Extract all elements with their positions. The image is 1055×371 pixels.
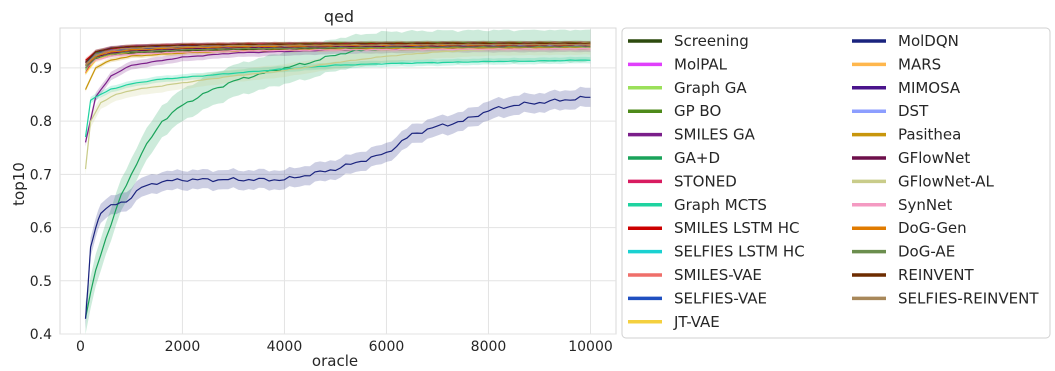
series-line: [84, 95, 591, 319]
legend: Screening MolPAL Graph GA GP BO SMILES GA GA+…: [621, 27, 1051, 339]
x-tick-label: 2000: [165, 339, 201, 355]
x-tick-label: 0: [76, 339, 85, 355]
x-tick-label: 4000: [267, 339, 303, 355]
y-tick-label: 0.7: [30, 167, 52, 183]
legend-item-label: GFlowNet: [898, 149, 970, 167]
y-tick-label: 0.8: [30, 114, 52, 130]
x-axis-label: oracle: [312, 352, 358, 370]
chart-title: qed: [324, 7, 354, 26]
legend-item-label: JT-VAE: [673, 313, 720, 331]
y-tick-label: 0.9: [30, 61, 52, 77]
grid-lines: [60, 28, 616, 335]
legend-item-label: Pasithea: [898, 126, 961, 144]
legend-item-label: MolPAL: [674, 55, 728, 73]
series-line: [85, 45, 591, 69]
series-band: [85, 86, 591, 329]
legend-item-label: STONED: [674, 172, 737, 190]
series-band: [85, 44, 591, 71]
x-tick-label: 6000: [369, 339, 405, 355]
legend-item-label: MolDQN: [898, 32, 959, 50]
y-tick-label: 0.4: [30, 327, 52, 343]
legend-item-label: SynNet: [898, 196, 952, 214]
legend-item-label: MIMOSA: [898, 79, 961, 97]
legend-item-label: DoG-Gen: [898, 219, 967, 237]
x-tick-labels: 0 2000 4000 6000 8000 10000: [76, 339, 613, 355]
series-line: [84, 46, 591, 90]
plot-area: [59, 27, 617, 335]
series-line: [85, 45, 591, 69]
legend-item-label: GFlowNet-AL: [898, 172, 995, 190]
series-line: [85, 42, 591, 63]
legend-item-label: REINVENT: [898, 266, 975, 284]
legend-item-label: SMILES-VAE: [674, 266, 762, 284]
legend-item-label: DoG-AE: [898, 243, 955, 261]
legend-box: [621, 27, 1051, 339]
legend-item-label: Graph MCTS: [674, 196, 767, 214]
series-band: [85, 45, 591, 68]
legend-item-label: SMILES LSTM HC: [674, 219, 800, 237]
series-lines: [84, 41, 591, 319]
legend-item-label: Graph GA: [674, 79, 747, 97]
y-tick-label: 0.6: [30, 221, 52, 237]
legend-item-label: SELFIES-VAE: [674, 289, 767, 307]
series-band: [85, 29, 591, 335]
legend-item-label: Screening: [674, 32, 749, 50]
x-tick-label: 8000: [471, 339, 507, 355]
x-tick-label: 10000: [568, 339, 613, 355]
legend-item-label: GA+D: [674, 149, 720, 167]
legend-item-label: SELFIES-REINVENT: [898, 289, 1039, 307]
series-line: [84, 59, 591, 138]
y-tick-label: 0.5: [30, 274, 52, 290]
plot-frame: [59, 27, 617, 335]
series-line: [85, 43, 591, 66]
legend-item-label: GP BO: [674, 102, 721, 120]
legend-item-label: SELFIES LSTM HC: [674, 243, 805, 261]
y-axis-label: top10: [10, 162, 28, 206]
series-line: [85, 47, 591, 69]
legend-item-label: MARS: [898, 55, 941, 73]
legend-item-label: DST: [898, 102, 929, 120]
y-tick-labels: 0.4 0.5 0.6 0.7 0.8 0.9: [30, 61, 52, 343]
series-band: [85, 56, 591, 141]
legend-item-label: SMILES GA: [674, 126, 756, 144]
